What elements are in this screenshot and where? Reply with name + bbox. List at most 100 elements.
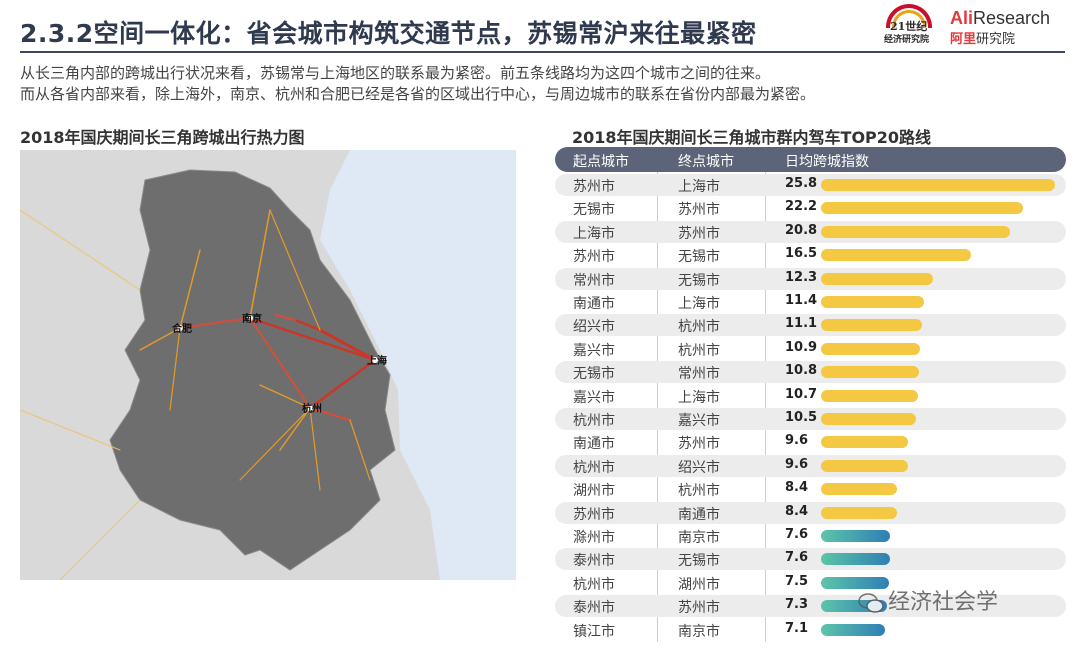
- row-value-bar: [821, 459, 908, 472]
- logo-ali-cn: 阿里研究院: [950, 28, 1015, 47]
- chart-title: 2018年国庆期间长三角城市群内驾车TOP20路线: [572, 128, 932, 147]
- row-to-city: 上海市: [678, 296, 720, 312]
- row-value-bar: [821, 179, 1055, 191]
- row-to-city: 杭州市: [678, 483, 720, 500]
- row-from-city: 苏州市: [573, 506, 615, 523]
- row-from-city: 镇江市: [573, 623, 615, 640]
- top20-table: 起点城市 终点城市 日均跨城指数 苏州市 上海市 25.8 无锡市 苏州市 22.2 上海市…: [555, 147, 1066, 642]
- table-row: 湖州市 杭州市 8.4: [555, 478, 1066, 500]
- logo-ali-en: AliResearch: [950, 8, 1050, 29]
- row-to-city: 无锡市: [678, 249, 720, 266]
- row-value-bar: [821, 342, 920, 355]
- table-row: 南通市 苏州市 9.6: [555, 431, 1066, 453]
- row-from-city: 湖州市: [573, 483, 615, 500]
- table-row: 苏州市 无锡市 16.5: [555, 244, 1066, 266]
- row-value-bar: [821, 530, 890, 542]
- row-from-city: 南通市: [573, 436, 615, 453]
- row-value-label: 8.4: [785, 503, 809, 519]
- row-from-city: 常州市: [573, 272, 615, 289]
- row-from-city: 苏州市: [573, 249, 615, 266]
- row-to-city: 湖州市: [678, 576, 720, 593]
- row-to-city: 苏州市: [678, 225, 720, 242]
- row-from-city: 嘉兴市: [573, 342, 615, 359]
- table-row: 泰州市 苏州市 7.3: [555, 595, 1066, 618]
- map-land-region: [109, 169, 396, 571]
- table-row: 泰州市 无锡市 7.6: [555, 548, 1066, 571]
- map-label-hefei: 合肥: [171, 322, 192, 335]
- table-row: 苏州市 南通市 8.4: [555, 501, 1066, 524]
- row-value-bar: [821, 506, 897, 519]
- row-value-bar: [821, 249, 971, 262]
- row-to-city: 无锡市: [678, 272, 720, 289]
- row-to-city: 上海市: [678, 179, 720, 195]
- row-value-bar: [821, 623, 885, 636]
- logo-ali-cn-b: 研究院: [976, 32, 1016, 47]
- row-from-city: 无锡市: [573, 366, 615, 383]
- table-row: 常州市 无锡市 12.3: [555, 267, 1066, 290]
- city-markers: 南京 合肥 上海 杭州: [171, 312, 387, 415]
- row-to-city: 嘉兴市: [678, 413, 720, 429]
- table-row: 绍兴市 杭州市 11.1: [555, 314, 1066, 337]
- row-value-bar: [821, 319, 922, 332]
- row-value-label: 25.8: [785, 176, 818, 191]
- row-value-label: 12.3: [785, 269, 818, 285]
- row-value-bar: [821, 366, 919, 379]
- col-header-to: 终点城市: [678, 154, 734, 170]
- row-value-bar: [821, 225, 1010, 238]
- map-label-nanjing: 南京: [242, 312, 262, 325]
- row-value-bar: [821, 413, 916, 425]
- row-value-bar: [821, 483, 897, 496]
- logo-ali-en-a: Ali: [950, 8, 974, 28]
- row-value-label: 7.6: [785, 550, 809, 566]
- table-row: 苏州市 上海市 25.8: [555, 174, 1066, 196]
- logo-aliresearch: AliResearch 阿里研究院: [950, 8, 1065, 48]
- row-from-city: 苏州市: [573, 179, 615, 195]
- title-row: 2.3.2空间一体化：省会城市构筑交通节点，苏锡常沪来往最紧密: [20, 10, 1065, 50]
- logo-21-line2: 经济研究院: [884, 35, 930, 45]
- row-from-city: 滁州市: [573, 530, 615, 546]
- row-to-city: 南京市: [678, 530, 720, 546]
- table-row: 杭州市 嘉兴市 10.5: [555, 408, 1066, 430]
- table-row: 杭州市 绍兴市 9.6: [555, 454, 1066, 477]
- row-from-city: 绍兴市: [573, 319, 615, 336]
- page-title: 2.3.2空间一体化：省会城市构筑交通节点，苏锡常沪来往最紧密: [20, 19, 757, 48]
- title-divider: [20, 51, 1065, 53]
- row-to-city: 常州市: [678, 366, 720, 383]
- row-from-city: 无锡市: [573, 202, 615, 219]
- row-value-label: 22.2: [785, 199, 818, 215]
- row-value-label: 20.8: [785, 222, 818, 238]
- row-value-label: 11.1: [785, 316, 818, 332]
- row-value-bar: [821, 576, 889, 589]
- table-row: 杭州市 湖州市 7.5: [555, 572, 1066, 594]
- row-from-city: 杭州市: [573, 413, 615, 429]
- col-header-from: 起点城市: [573, 154, 629, 170]
- row-from-city: 上海市: [573, 225, 615, 242]
- map-label-hangzhou: 杭州: [302, 402, 322, 415]
- logo-ali-en-b: Research: [973, 8, 1051, 28]
- row-value-bar: [821, 553, 890, 566]
- row-to-city: 南京市: [678, 623, 720, 640]
- logo-ali-cn-a: 阿里: [950, 32, 977, 47]
- row-to-city: 南通市: [678, 506, 720, 523]
- watermark-text: 经济社会学: [888, 590, 999, 615]
- table-row: 上海市 苏州市 20.8: [555, 220, 1066, 243]
- logo-21-line1: 21世纪: [890, 20, 928, 33]
- row-value-label: 7.6: [785, 527, 809, 542]
- row-value-label: 10.9: [785, 339, 818, 355]
- row-value-label: 9.6: [785, 456, 809, 472]
- row-from-city: 杭州市: [573, 459, 615, 476]
- col-header-index: 日均跨城指数: [785, 154, 869, 170]
- table-row: 嘉兴市 杭州市 10.9: [555, 338, 1066, 360]
- heat-map-svg: 南京 合肥 上海 杭州: [20, 150, 516, 580]
- row-to-city: 上海市: [678, 389, 720, 406]
- row-to-city: 苏州市: [678, 436, 720, 453]
- map-sea-area: [320, 150, 516, 580]
- row-to-city: 杭州市: [678, 342, 720, 359]
- table-row: 南通市 上海市 11.4: [555, 291, 1066, 313]
- row-value-label: 16.5: [785, 246, 818, 262]
- wechat-icon: [858, 593, 884, 613]
- column-divider-2: [765, 172, 766, 642]
- row-from-city: 嘉兴市: [573, 389, 615, 406]
- row-value-label: 10.8: [785, 363, 818, 379]
- row-to-city: 苏州市: [678, 600, 720, 617]
